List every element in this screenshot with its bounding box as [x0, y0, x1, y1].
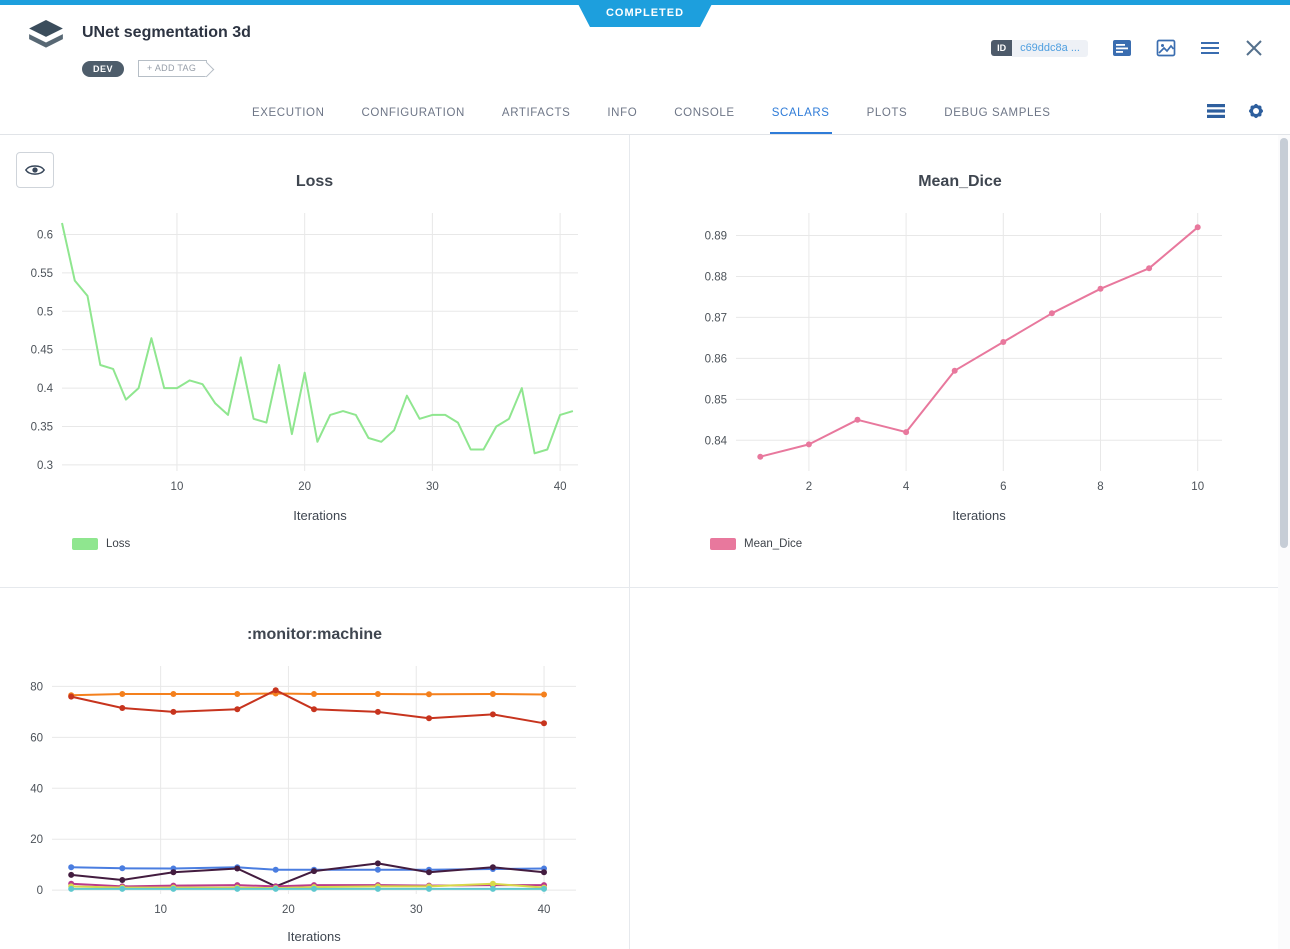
- svg-text:30: 30: [410, 904, 423, 916]
- svg-text:0.86: 0.86: [705, 353, 727, 365]
- tab-info[interactable]: INFO: [607, 107, 638, 119]
- tab-plots[interactable]: PLOTS: [866, 107, 908, 119]
- svg-text:8: 8: [1097, 481, 1103, 493]
- legend-swatch: [72, 538, 98, 550]
- svg-text:20: 20: [298, 481, 311, 493]
- scalars-content: Loss 0.3 0.35 0.4 0.45 0.5 0.55 0.6 10 20 30 40 Ite…: [0, 135, 1290, 949]
- tab-configuration[interactable]: CONFIGURATION: [361, 107, 465, 119]
- experiment-tabs: EXECUTION CONFIGURATION ARTIFACTS INFO C…: [0, 95, 1290, 135]
- empty-panel: [630, 588, 1290, 949]
- menu-icon[interactable]: [1200, 38, 1220, 58]
- svg-text:0.87: 0.87: [705, 312, 727, 324]
- svg-text:0.84: 0.84: [705, 435, 728, 447]
- svg-text:Iterations: Iterations: [952, 508, 1006, 523]
- close-icon[interactable]: [1244, 38, 1264, 58]
- tab-artifacts[interactable]: ARTIFACTS: [501, 107, 571, 119]
- table-view-icon[interactable]: [1206, 101, 1226, 121]
- legend-item[interactable]: Loss: [72, 538, 130, 550]
- hide-show-metrics-button[interactable]: [16, 152, 54, 188]
- svg-text:0.85: 0.85: [705, 394, 727, 406]
- chart-panel-mean-dice: Mean_Dice 0.84 0.85 0.86 0.87 0.88 0.89 2 4 6 8 10…: [630, 135, 1290, 588]
- scrollbar-track[interactable]: [1278, 135, 1290, 949]
- svg-text:4: 4: [903, 481, 910, 493]
- svg-text:40: 40: [538, 904, 551, 916]
- scrollbar-thumb[interactable]: [1280, 138, 1288, 548]
- svg-text:40: 40: [30, 783, 43, 795]
- chart-title-mean-dice: Mean_Dice: [918, 173, 1002, 190]
- chart-title-loss: Loss: [295, 173, 334, 190]
- svg-text:20: 20: [30, 834, 43, 846]
- experiment-id-badge: ID c69ddc8a ...: [991, 39, 1088, 57]
- metrics-image-icon[interactable]: [1156, 38, 1176, 58]
- monitor-machine-chart[interactable]: 0 20 40 60 80 10 20 30 40 Iterations: [0, 650, 629, 949]
- loss-chart-legend: Loss: [72, 538, 629, 550]
- legend-label: Mean_Dice: [744, 538, 803, 550]
- legend-item[interactable]: Mean_Dice: [710, 538, 802, 550]
- svg-text:0: 0: [37, 885, 43, 897]
- status-ribbon: COMPLETED: [576, 0, 714, 27]
- svg-text:2: 2: [806, 481, 812, 493]
- svg-text:60: 60: [30, 732, 43, 744]
- experiment-title: UNet segmentation 3d: [82, 24, 251, 41]
- svg-text:0.89: 0.89: [705, 231, 727, 243]
- svg-text:0.5: 0.5: [37, 306, 53, 318]
- svg-text:0.88: 0.88: [705, 271, 727, 283]
- svg-text:20: 20: [282, 904, 295, 916]
- svg-text:40: 40: [554, 481, 567, 493]
- svg-text:30: 30: [426, 481, 439, 493]
- svg-text:0.6: 0.6: [37, 230, 53, 242]
- svg-text:0.35: 0.35: [31, 421, 53, 433]
- svg-text:0.45: 0.45: [31, 345, 53, 357]
- tab-scalars[interactable]: SCALARS: [769, 107, 832, 134]
- svg-text:0.3: 0.3: [37, 460, 53, 472]
- svg-text:Iterations: Iterations: [293, 508, 347, 523]
- svg-text:10: 10: [171, 481, 184, 493]
- experiment-type-icon: [28, 20, 64, 50]
- legend-label: Loss: [106, 538, 131, 550]
- tab-console[interactable]: CONSOLE: [674, 107, 735, 119]
- loss-chart[interactable]: 0.3 0.35 0.4 0.45 0.5 0.55 0.6 10 20 30 40 Iteratio…: [0, 197, 629, 534]
- tag-dev[interactable]: DEV: [82, 60, 125, 77]
- mean-dice-chart[interactable]: 0.84 0.85 0.86 0.87 0.88 0.89 2 4 6 8 10 Iterations: [670, 197, 1290, 534]
- svg-text:Iterations: Iterations: [287, 929, 341, 944]
- svg-text:80: 80: [30, 681, 43, 693]
- svg-text:10: 10: [1191, 481, 1204, 493]
- experiment-header: UNet segmentation 3d DEV + ADD TAG ID c6…: [0, 0, 1290, 95]
- settings-gear-icon[interactable]: [1246, 101, 1266, 121]
- id-label: ID: [991, 40, 1013, 56]
- svg-text:0.4: 0.4: [37, 383, 54, 395]
- chart-panel-loss: Loss 0.3 0.35 0.4 0.45 0.5 0.55 0.6 10 20 30 40 Ite…: [0, 135, 630, 588]
- output-log-icon[interactable]: [1112, 38, 1132, 58]
- tab-execution[interactable]: EXECUTION: [252, 107, 325, 119]
- svg-text:6: 6: [1000, 481, 1006, 493]
- chart-title-monitor-machine: :monitor:machine: [246, 626, 383, 643]
- chart-panel-monitor-machine: :monitor:machine 0 20 40 60 80 10 20 30 40 Iterat…: [0, 588, 630, 949]
- mean-dice-chart-legend: Mean_Dice: [710, 538, 1290, 550]
- tab-debug-samples[interactable]: DEBUG SAMPLES: [944, 107, 1051, 119]
- svg-text:0.55: 0.55: [31, 268, 53, 280]
- add-tag-button[interactable]: + ADD TAG: [138, 60, 208, 77]
- experiment-id-value[interactable]: c69ddc8a ...: [1012, 39, 1088, 57]
- legend-swatch: [710, 538, 736, 550]
- svg-text:10: 10: [154, 904, 167, 916]
